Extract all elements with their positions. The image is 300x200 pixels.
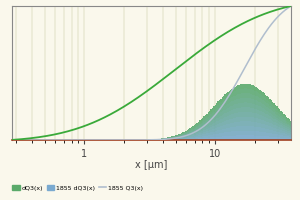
X-axis label: x [μm]: x [μm]: [135, 160, 168, 170]
Legend: dQ3(x), 1855 dQ3(x), 1855 Q3(x): dQ3(x), 1855 dQ3(x), 1855 Q3(x): [10, 183, 146, 193]
